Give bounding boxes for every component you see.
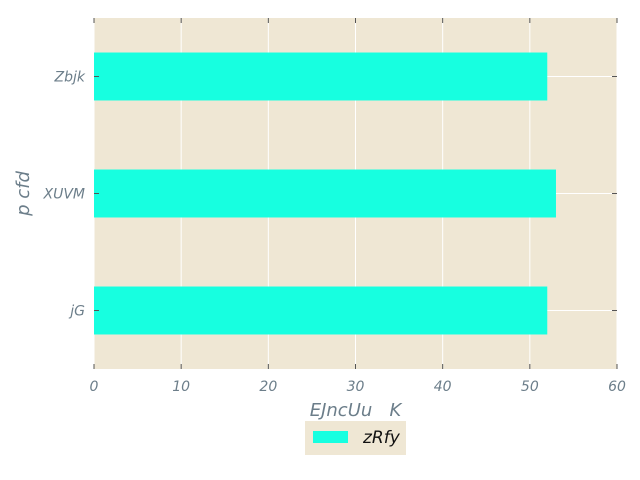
y-tick-label: XUVM — [43, 187, 86, 203]
y-axis-label: p cfd — [13, 171, 34, 217]
x-tick-label: 40 — [434, 379, 452, 395]
bar — [94, 286, 548, 335]
x-tick-label: 60 — [608, 379, 626, 395]
y-tick-label: Zbjk — [54, 70, 86, 86]
x-tick-label: 0 — [90, 379, 99, 395]
y-tick-label: jG — [68, 304, 85, 320]
x-tick-label: 30 — [347, 379, 365, 395]
legend: zRfy — [305, 421, 406, 455]
bar — [94, 169, 556, 218]
x-tick-label: 50 — [521, 379, 539, 395]
bar — [94, 52, 548, 101]
legend-entry-label: zRfy — [362, 428, 401, 448]
x-axis-label: EJncUu K — [310, 400, 403, 421]
axis-ticks: 0 10 20 30 40 50 60 jG XUVM Zbjk — [43, 18, 626, 395]
x-tick-label: 10 — [172, 379, 190, 395]
x-tick-label: 20 — [259, 379, 277, 395]
bars — [94, 52, 556, 335]
legend-swatch — [313, 431, 348, 443]
